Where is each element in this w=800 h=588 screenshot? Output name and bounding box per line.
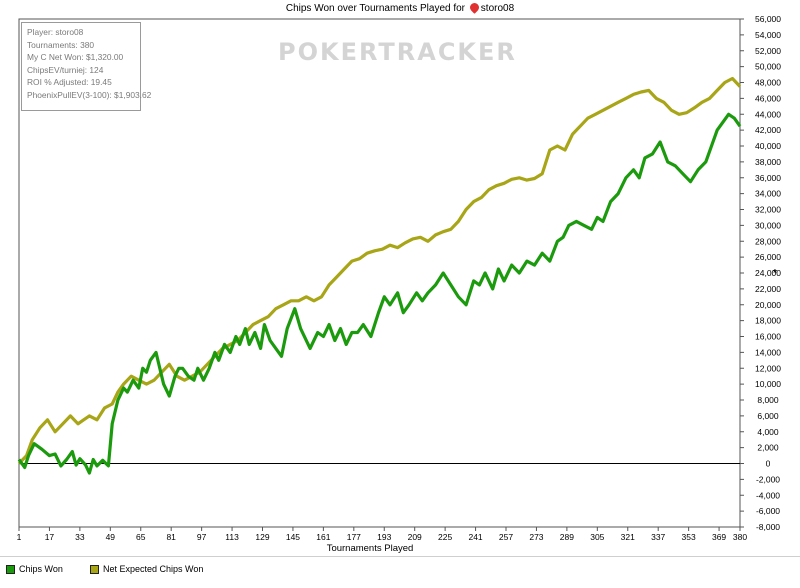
stats-box: Player: storo08 Tournaments: 380 My C Ne… [21, 22, 152, 111]
series-group [17, 76, 742, 475]
x-tick-label: 289 [560, 532, 574, 542]
legend-item-chips-won[interactable]: Chips Won [6, 564, 63, 574]
y-tick-label: 56,000 [755, 14, 781, 24]
x-tick-label: 209 [408, 532, 422, 542]
y-tick-label: 2,000 [757, 443, 779, 453]
stat-net-won: My C Net Won: $1,320.00 [27, 52, 124, 62]
legend-swatch-chips-won [6, 564, 15, 574]
x-tick-label: 161 [316, 532, 330, 542]
stat-phoenix: PhoenixPullEV(3-100): $1,903.62 [27, 89, 152, 100]
stat-tournaments: Tournaments: 380 [27, 39, 95, 50]
y-tick-label: 16,000 [755, 332, 781, 342]
series-line-net-expected [17, 76, 742, 465]
x-axis-label: Tournaments Played [326, 543, 414, 554]
chart-title-player: storo08 [480, 3, 515, 14]
y-tick-label: -6,000 [756, 506, 780, 516]
y-tick-label: 20,000 [755, 300, 781, 310]
y-tick-label: -2,000 [756, 474, 780, 484]
x-tick-label: 241 [468, 532, 482, 542]
y-tick-label: 28,000 [755, 236, 781, 246]
x-tick-label: 369 [712, 532, 726, 542]
y-tick-label: 36,000 [755, 173, 781, 183]
x-tick-label: 337 [651, 532, 665, 542]
stat-chips-ev: ChipsEV/turniej: 124 [27, 64, 104, 75]
y-tick-label: 32,000 [755, 205, 781, 215]
y-tick-label: 24,000 [755, 268, 781, 278]
y-tick-label: 38,000 [755, 157, 781, 167]
pokertracker-watermark: POKERTRACKER [278, 38, 517, 66]
y-tick-label: 40,000 [755, 141, 781, 151]
y-tick-label: 54,000 [755, 30, 781, 40]
y-tick-label: 52,000 [755, 46, 781, 56]
chart-title-text: Chips Won over Tournaments Played for [285, 3, 466, 14]
y-tick-label: 50,000 [755, 62, 781, 72]
y-tick-label: 12,000 [755, 363, 781, 373]
x-tick-label: 97 [197, 532, 207, 542]
axes-group: -8,000 -6,000 -4,000 -2,000 0 2,000 4,000 6,000… [17, 14, 782, 542]
x-tick-label: 113 [225, 532, 239, 542]
x-tick-label: 49 [106, 532, 116, 542]
x-tick-label: 81 [166, 532, 176, 542]
x-tick-label: 33 [75, 532, 85, 542]
stat-roi: ROI % Adjusted: 19.45 [27, 77, 112, 87]
x-tick-label: 129 [255, 532, 269, 542]
y-tick-label: 0 [766, 459, 771, 469]
y-tick-label: -4,000 [756, 490, 780, 500]
x-tick-label: 321 [621, 532, 635, 542]
x-tick-label: 145 [286, 532, 300, 542]
x-tick-label: 305 [590, 532, 604, 542]
chart-title: Chips Won over Tournaments Played for st… [0, 1, 800, 14]
x-tick-label: 353 [682, 532, 696, 542]
y-tick-label: 30,000 [755, 220, 781, 230]
y-tick-label: 18,000 [755, 316, 781, 326]
y-tick-label: 6,000 [757, 411, 779, 421]
y-axis-marker: * [773, 268, 777, 279]
x-tick-label: 380 [733, 532, 747, 542]
y-tick-label: 10,000 [755, 379, 781, 389]
legend-label-net-expected: Net Expected Chips Won [103, 564, 204, 574]
y-tick-label: 26,000 [755, 252, 781, 262]
x-tick-label: 193 [377, 532, 391, 542]
legend: Chips Won Net Expected Chips Won [0, 556, 800, 588]
legend-swatch-net-expected [90, 564, 99, 574]
stat-player: Player: storo08 [27, 27, 84, 37]
y-tick-label: 44,000 [755, 109, 781, 119]
y-tick-label: 22,000 [755, 284, 781, 294]
legend-item-net-expected[interactable]: Net Expected Chips Won [90, 564, 203, 574]
x-tick-label: 225 [438, 532, 452, 542]
x-tick-label: 1 [17, 532, 22, 542]
y-tick-label: 34,000 [755, 189, 781, 199]
y-tick-label: -8,000 [756, 522, 780, 532]
legend-label-chips-won: Chips Won [19, 564, 63, 574]
x-tick-label: 257 [499, 532, 513, 542]
y-tick-label: 14,000 [755, 347, 781, 357]
series-line-chips-won [17, 112, 742, 475]
y-tick-label: 46,000 [755, 93, 781, 103]
y-tick-label: 8,000 [757, 395, 779, 405]
y-tick-label: 48,000 [755, 78, 781, 88]
y-tick-label: 42,000 [755, 125, 781, 135]
x-tick-label: 65 [136, 532, 146, 542]
x-tick-label: 273 [529, 532, 543, 542]
x-tick-label: 177 [347, 532, 361, 542]
y-tick-label: 4,000 [757, 427, 779, 437]
x-tick-label: 17 [45, 532, 55, 542]
